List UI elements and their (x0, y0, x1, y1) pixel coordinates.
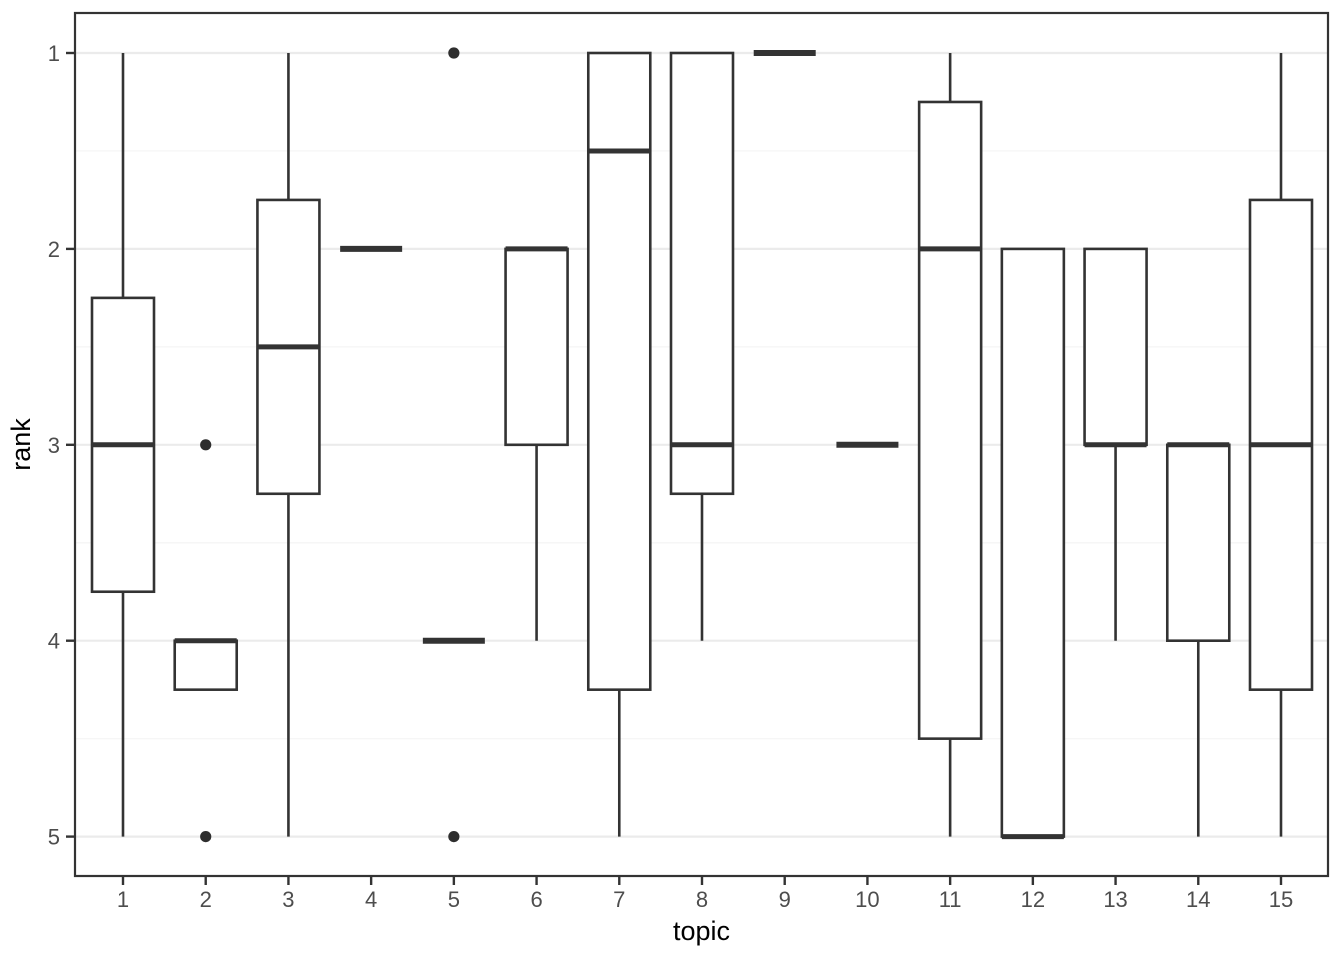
boxplot-topic-15 (1248, 53, 1314, 837)
box-topic-7 (586, 51, 652, 691)
box-topic-12 (1000, 247, 1066, 838)
outlier-topic-5-rank-5 (448, 831, 460, 843)
y-tick-label-3: 3 (48, 433, 60, 458)
y-tick-label-2: 2 (48, 237, 60, 262)
boxplot-topic-5 (422, 47, 485, 843)
box-topic-14 (1165, 443, 1231, 642)
x-tick-label-5: 5 (448, 887, 460, 912)
x-tick-label-15: 15 (1269, 887, 1293, 912)
boxplot-series (90, 47, 1314, 843)
x-tick-label-7: 7 (613, 887, 625, 912)
x-tick-label-14: 14 (1186, 887, 1210, 912)
boxplot-topic-7 (586, 51, 652, 837)
x-tick-label-6: 6 (530, 887, 542, 912)
boxplot-topic-1 (90, 53, 156, 837)
boxplot-topic-11 (917, 53, 983, 837)
x-tick-label-12: 12 (1021, 887, 1045, 912)
x-tick-label-2: 2 (200, 887, 212, 912)
boxplot-topic-13 (1083, 247, 1148, 641)
boxplot-topic-2 (173, 439, 239, 843)
x-tick-label-13: 13 (1103, 887, 1127, 912)
y-axis-title: rank (6, 418, 36, 471)
y-tick-label-4: 4 (48, 629, 60, 654)
box-topic-13 (1083, 247, 1148, 447)
x-tick-label-11: 11 (939, 887, 962, 912)
axis-ticks (66, 51, 1283, 885)
outlier-topic-2-rank-5 (200, 831, 212, 843)
y-tick-label-1: 1 (48, 41, 60, 66)
boxplot-topic-14 (1165, 442, 1231, 837)
x-tick-label-1: 1 (117, 887, 129, 912)
x-tick-label-8: 8 (696, 887, 708, 912)
x-axis-title: topic (673, 916, 730, 946)
x-tick-label-10: 10 (855, 887, 879, 912)
boxplot-topic-8 (669, 51, 735, 641)
boxplot-topic-6 (504, 246, 569, 641)
x-tick-label-4: 4 (365, 887, 377, 912)
y-tick-label-5: 5 (48, 825, 60, 850)
outlier-topic-2-rank-3 (200, 439, 212, 451)
boxplot-topic-3 (256, 53, 321, 837)
x-tick-label-3: 3 (282, 887, 294, 912)
outlier-topic-5-rank-1 (448, 47, 460, 59)
box-topic-8 (669, 51, 735, 496)
boxplot-topic-12 (1000, 247, 1066, 840)
box-topic-6 (504, 247, 569, 447)
box-topic-11 (917, 100, 983, 740)
box-topic-2 (173, 639, 239, 691)
x-tick-label-9: 9 (779, 887, 791, 912)
